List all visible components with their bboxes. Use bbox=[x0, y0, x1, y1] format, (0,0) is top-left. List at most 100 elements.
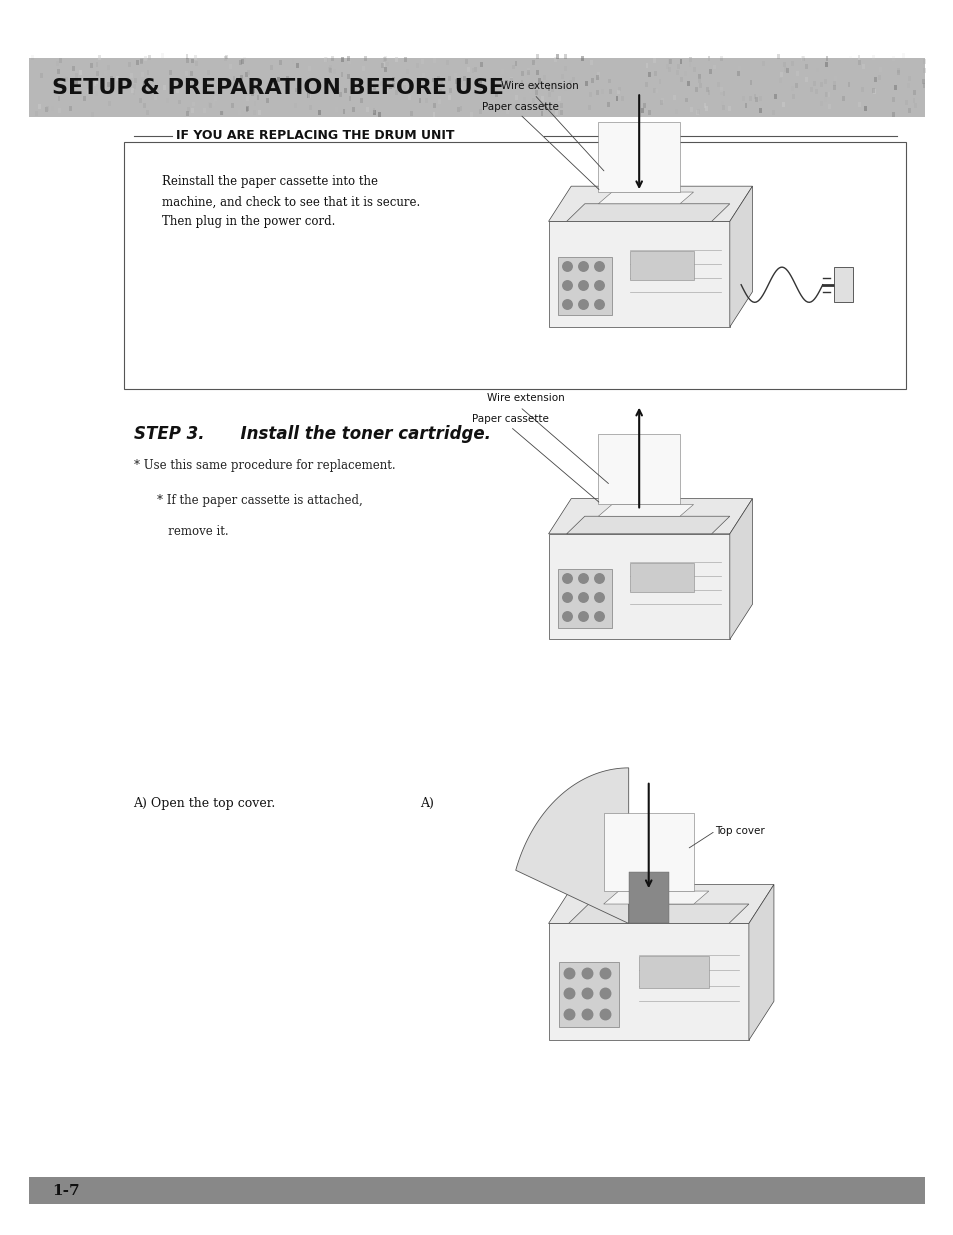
Bar bbox=[647, 110, 650, 115]
Bar bbox=[791, 94, 794, 99]
Bar bbox=[559, 110, 562, 115]
Bar bbox=[542, 105, 545, 110]
Bar bbox=[645, 82, 648, 86]
Bar bbox=[456, 107, 459, 112]
Bar bbox=[418, 98, 421, 103]
Bar bbox=[406, 69, 409, 74]
Bar bbox=[922, 59, 924, 64]
Bar bbox=[564, 65, 567, 70]
Bar bbox=[653, 70, 656, 75]
Bar bbox=[29, 58, 924, 117]
Polygon shape bbox=[566, 204, 729, 221]
Bar bbox=[187, 107, 190, 112]
Bar bbox=[891, 57, 894, 62]
Bar bbox=[740, 96, 743, 101]
Bar bbox=[506, 110, 509, 115]
Bar bbox=[640, 107, 643, 112]
Bar bbox=[348, 59, 351, 64]
Bar bbox=[708, 69, 711, 74]
Bar bbox=[436, 75, 439, 80]
Bar bbox=[98, 54, 101, 59]
Bar bbox=[352, 107, 355, 112]
Polygon shape bbox=[558, 962, 618, 1028]
Bar bbox=[163, 85, 166, 90]
Bar bbox=[823, 91, 826, 96]
Bar bbox=[221, 111, 224, 116]
Bar bbox=[533, 84, 536, 89]
Bar bbox=[459, 106, 462, 111]
Bar bbox=[142, 82, 145, 86]
Bar bbox=[743, 104, 746, 109]
Bar bbox=[795, 70, 798, 75]
Bar bbox=[551, 88, 554, 93]
Bar bbox=[446, 61, 449, 65]
Bar bbox=[782, 62, 785, 67]
Bar bbox=[203, 109, 206, 114]
Bar bbox=[474, 67, 476, 72]
Bar bbox=[536, 54, 538, 59]
Bar bbox=[364, 56, 367, 61]
Bar bbox=[93, 80, 96, 85]
Bar bbox=[616, 90, 618, 95]
Bar bbox=[871, 88, 874, 93]
Bar bbox=[863, 106, 866, 111]
Bar bbox=[96, 72, 99, 77]
Bar bbox=[131, 88, 133, 93]
Bar bbox=[872, 89, 875, 94]
Bar bbox=[343, 88, 346, 93]
Bar bbox=[447, 77, 450, 82]
Bar bbox=[377, 111, 380, 116]
Bar bbox=[555, 110, 558, 115]
Bar bbox=[703, 103, 706, 107]
Bar bbox=[171, 85, 173, 90]
Bar bbox=[286, 75, 289, 80]
Polygon shape bbox=[516, 768, 628, 924]
Bar bbox=[696, 109, 699, 114]
Bar bbox=[71, 65, 74, 70]
Bar bbox=[395, 90, 397, 95]
Bar bbox=[542, 75, 545, 80]
Bar bbox=[410, 111, 413, 116]
Bar bbox=[94, 79, 97, 84]
Bar bbox=[834, 267, 852, 303]
Bar bbox=[474, 89, 476, 94]
Bar bbox=[873, 77, 876, 82]
Bar bbox=[679, 59, 681, 64]
Bar bbox=[252, 88, 254, 93]
Bar bbox=[242, 57, 245, 62]
Bar bbox=[462, 75, 465, 80]
Bar bbox=[225, 54, 228, 59]
Bar bbox=[270, 65, 273, 70]
Bar bbox=[134, 78, 137, 83]
Bar bbox=[573, 82, 576, 86]
Bar bbox=[470, 111, 473, 116]
Bar bbox=[219, 111, 222, 116]
Bar bbox=[274, 79, 277, 84]
Bar bbox=[699, 83, 701, 88]
Bar bbox=[128, 62, 131, 67]
Bar bbox=[858, 101, 861, 106]
Bar bbox=[431, 78, 434, 83]
Bar bbox=[438, 89, 441, 94]
Bar bbox=[804, 77, 807, 82]
Bar bbox=[329, 64, 332, 69]
Bar bbox=[256, 95, 259, 100]
Bar bbox=[384, 88, 387, 93]
Bar bbox=[922, 79, 924, 84]
Bar bbox=[30, 56, 33, 61]
Bar bbox=[458, 77, 461, 82]
Bar bbox=[89, 78, 91, 83]
Bar bbox=[638, 109, 640, 114]
Bar bbox=[738, 65, 740, 70]
Bar bbox=[435, 82, 437, 86]
Bar bbox=[108, 64, 111, 69]
Bar bbox=[507, 84, 510, 89]
Bar bbox=[47, 106, 50, 111]
Bar bbox=[458, 88, 461, 93]
Bar bbox=[720, 57, 722, 62]
Polygon shape bbox=[557, 257, 612, 315]
Bar bbox=[653, 58, 656, 63]
Bar bbox=[153, 95, 156, 100]
Bar bbox=[537, 78, 540, 83]
Bar bbox=[781, 103, 784, 107]
